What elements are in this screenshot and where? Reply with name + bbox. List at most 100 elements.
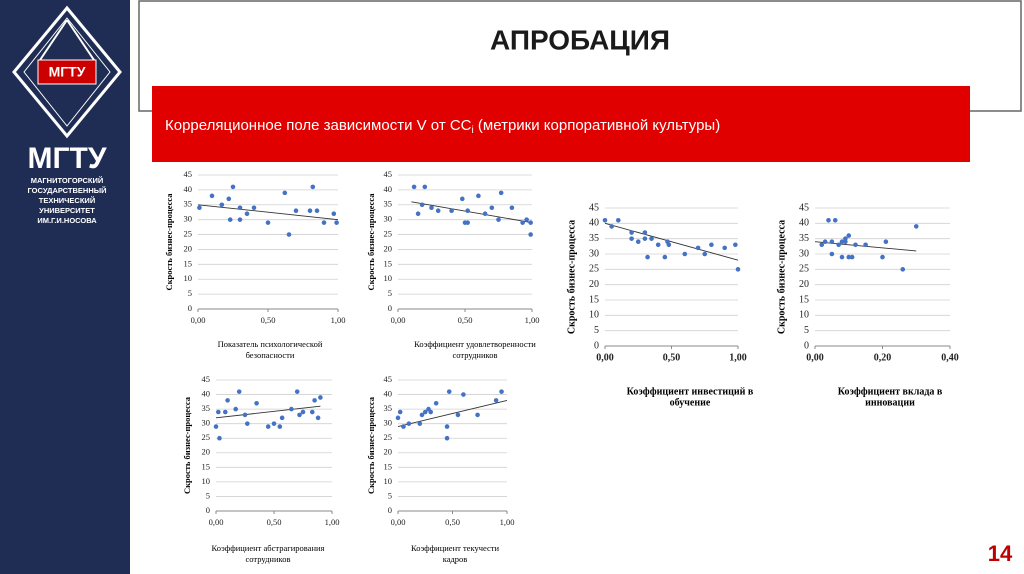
y-tick-label: 5: [388, 490, 392, 500]
point: [331, 211, 337, 217]
point: [666, 242, 672, 248]
point: [265, 424, 271, 429]
x-tick-label: 1,00: [500, 517, 515, 527]
point: [321, 220, 327, 225]
point: [297, 412, 302, 418]
point: [428, 409, 434, 415]
point: [528, 232, 533, 237]
point: [609, 224, 614, 229]
point: [422, 409, 428, 415]
y-tick-label: 45: [589, 202, 599, 213]
y-tick-label: 25: [184, 229, 193, 239]
y-tick-label: 20: [384, 243, 393, 253]
point: [244, 211, 250, 217]
point: [819, 242, 825, 248]
x-tick-label: 0,00: [191, 315, 206, 325]
point: [455, 412, 461, 418]
trendline: [411, 201, 533, 224]
point: [197, 205, 202, 211]
point: [237, 217, 243, 222]
point: [429, 205, 434, 211]
x-axis-title: Коэффициент текучести: [411, 543, 499, 553]
trendline: [604, 222, 739, 261]
point: [695, 245, 701, 251]
point: [826, 217, 831, 223]
y-tick-label: 0: [594, 340, 599, 351]
subtitle-sub: i: [472, 125, 474, 136]
point: [900, 267, 906, 272]
point: [422, 184, 428, 190]
point: [277, 424, 283, 429]
point: [279, 415, 285, 421]
point: [662, 254, 668, 260]
point: [242, 412, 248, 418]
point: [465, 208, 470, 214]
point: [642, 230, 648, 235]
point: [307, 208, 313, 214]
y-tick-label: 10: [799, 310, 809, 321]
y-tick-label: 5: [206, 490, 210, 500]
point: [655, 242, 661, 248]
emblem-text: МГТУ: [49, 64, 86, 80]
point: [642, 236, 648, 241]
y-tick-label: 0: [206, 505, 210, 515]
y-tick-label: 25: [384, 432, 393, 442]
point: [216, 409, 221, 415]
y-tick-label: 15: [799, 294, 809, 305]
point: [227, 217, 233, 222]
point: [853, 242, 858, 248]
point: [334, 220, 339, 225]
point: [913, 224, 919, 229]
point: [883, 239, 889, 245]
point: [314, 208, 320, 214]
y-tick-label: 15: [384, 461, 393, 471]
y-tick-label: 35: [589, 233, 599, 244]
point: [498, 190, 504, 196]
point: [251, 205, 257, 211]
point: [702, 251, 708, 257]
point: [649, 236, 654, 241]
y-tick-label: 5: [594, 325, 599, 336]
x-axis-title: безопасности: [246, 350, 295, 360]
x-axis-title: Показатель психологической: [218, 339, 323, 349]
y-tick-label: 5: [388, 288, 392, 298]
point: [524, 217, 529, 222]
y-tick-label: 45: [184, 169, 193, 179]
point: [602, 217, 608, 223]
y-tick-label: 15: [202, 461, 211, 471]
point: [645, 254, 650, 260]
logo-line: МАГНИТОГОРСКИЙ: [31, 176, 104, 185]
x-axis-title: сотрудников: [453, 350, 498, 360]
y-axis-title: Скрость бизнес-процесса: [164, 193, 174, 291]
x-tick-label: 0,00: [596, 352, 614, 363]
y-tick-label: 25: [589, 264, 599, 275]
point: [843, 236, 848, 241]
y-tick-label: 40: [799, 218, 809, 229]
x-axis-title: кадров: [443, 554, 468, 564]
point: [489, 205, 495, 211]
trendline: [215, 405, 321, 419]
subtitle: Корреляционное поле зависимости V от CCi…: [165, 117, 720, 136]
y-tick-label: 20: [384, 447, 393, 457]
x-tick-label: 0,00: [806, 352, 824, 363]
sidebar: [0, 0, 130, 574]
x-tick-label: 0,50: [458, 315, 473, 325]
point: [213, 424, 219, 429]
point: [237, 205, 243, 211]
x-tick-label: 0,40: [941, 352, 959, 363]
point: [880, 254, 885, 260]
point: [411, 184, 417, 190]
x-tick-label: 0,50: [663, 352, 681, 363]
point: [293, 208, 299, 214]
point: [829, 239, 835, 245]
x-axis-title: обучение: [670, 397, 711, 408]
x-tick-label: 0,50: [445, 517, 460, 527]
point: [226, 196, 232, 202]
point: [733, 242, 738, 248]
y-tick-label: 30: [384, 214, 393, 224]
point: [401, 424, 406, 429]
x-tick-label: 0,50: [261, 315, 276, 325]
point: [217, 435, 222, 441]
y-tick-label: 45: [384, 374, 393, 384]
